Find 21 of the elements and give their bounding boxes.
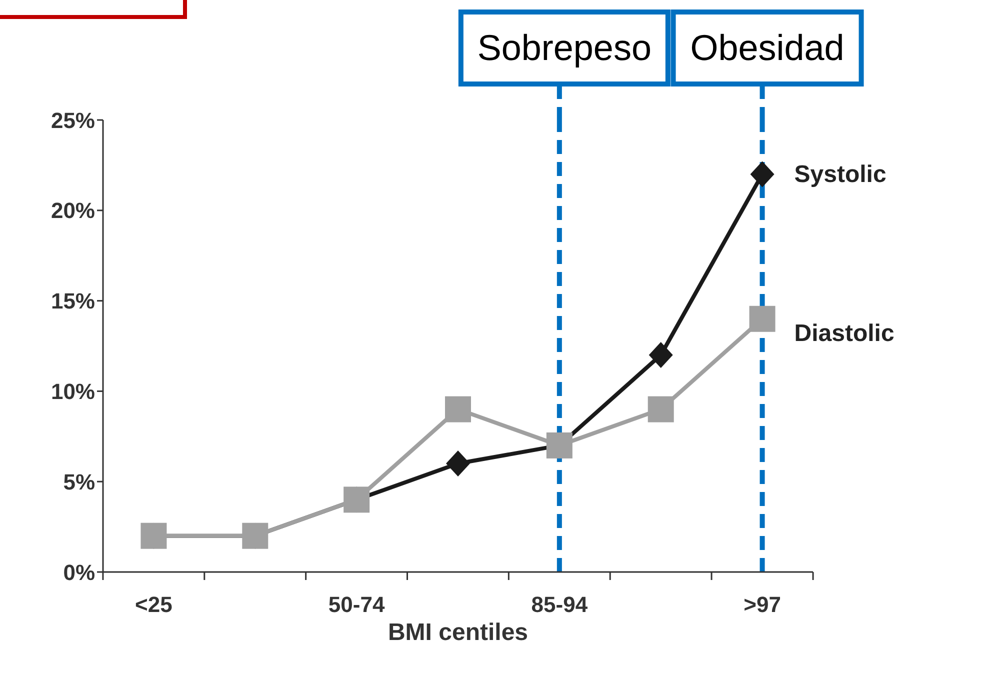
x-tick-label: 85-94 — [531, 592, 588, 617]
x-tick-label: <25 — [135, 592, 172, 617]
x-axis-title: BMI centiles — [388, 619, 528, 646]
series-label: Systolic — [794, 161, 886, 188]
x-tick-label: 50-74 — [328, 592, 386, 617]
y-tick-label: 10% — [50, 379, 95, 404]
ref-line-label: Sobrepeso — [477, 27, 652, 68]
point — [648, 396, 674, 422]
point — [750, 161, 774, 188]
point — [446, 450, 470, 477]
ref-line-label: Obesidad — [690, 27, 844, 68]
y-tick-label: 20% — [50, 198, 95, 224]
y-tick-label: 15% — [50, 288, 95, 314]
y-tick-label: 25% — [50, 108, 95, 133]
series-label: Diastolic — [794, 320, 894, 347]
x-tick-label: >97 — [744, 592, 781, 617]
y-tick-label: 0% — [63, 560, 95, 585]
y-tick-label: 5% — [63, 469, 95, 494]
point — [445, 396, 471, 422]
point — [749, 306, 776, 332]
point — [648, 342, 673, 368]
